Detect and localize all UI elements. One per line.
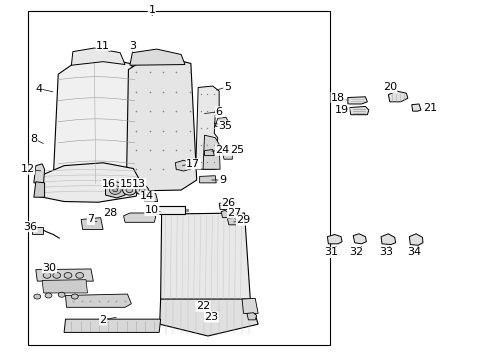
Polygon shape bbox=[65, 294, 131, 307]
Polygon shape bbox=[71, 48, 125, 65]
Text: 31: 31 bbox=[324, 247, 338, 257]
Polygon shape bbox=[203, 135, 220, 169]
Polygon shape bbox=[347, 97, 366, 104]
Text: 7: 7 bbox=[87, 215, 94, 224]
Text: 25: 25 bbox=[230, 145, 244, 155]
Circle shape bbox=[45, 293, 52, 298]
Polygon shape bbox=[219, 202, 227, 210]
Polygon shape bbox=[42, 280, 87, 293]
Text: 6: 6 bbox=[215, 107, 222, 117]
Polygon shape bbox=[199, 176, 216, 183]
Polygon shape bbox=[411, 104, 420, 111]
Polygon shape bbox=[227, 218, 237, 225]
Polygon shape bbox=[64, 319, 160, 332]
Polygon shape bbox=[160, 213, 250, 314]
Circle shape bbox=[76, 273, 83, 278]
Polygon shape bbox=[408, 234, 422, 245]
Polygon shape bbox=[175, 160, 190, 171]
Circle shape bbox=[43, 273, 51, 278]
Text: 28: 28 bbox=[103, 208, 117, 218]
Text: 8: 8 bbox=[30, 134, 38, 144]
Text: 26: 26 bbox=[221, 198, 235, 208]
Text: 3: 3 bbox=[128, 41, 136, 50]
Text: 34: 34 bbox=[407, 247, 420, 257]
Polygon shape bbox=[159, 299, 258, 336]
Text: 20: 20 bbox=[382, 82, 396, 93]
Circle shape bbox=[113, 188, 118, 192]
Text: 4: 4 bbox=[35, 84, 42, 94]
Text: 18: 18 bbox=[330, 93, 345, 103]
Bar bbox=[32, 227, 43, 234]
Text: 24: 24 bbox=[215, 145, 229, 155]
Polygon shape bbox=[126, 58, 196, 191]
Text: 12: 12 bbox=[20, 164, 35, 174]
Text: 17: 17 bbox=[186, 159, 200, 169]
Text: 1: 1 bbox=[148, 5, 155, 15]
Circle shape bbox=[34, 294, 41, 299]
Text: 11: 11 bbox=[96, 41, 110, 50]
Polygon shape bbox=[81, 218, 103, 229]
Text: 27: 27 bbox=[227, 208, 242, 218]
Text: 33: 33 bbox=[378, 247, 392, 257]
Polygon shape bbox=[242, 298, 258, 314]
Text: 5: 5 bbox=[224, 82, 230, 92]
Text: 9: 9 bbox=[219, 175, 225, 185]
Text: 29: 29 bbox=[236, 215, 250, 225]
Circle shape bbox=[64, 273, 72, 278]
Text: 16: 16 bbox=[102, 179, 116, 189]
Polygon shape bbox=[327, 234, 341, 244]
Polygon shape bbox=[130, 49, 184, 65]
Text: 30: 30 bbox=[42, 263, 56, 273]
Polygon shape bbox=[380, 234, 395, 244]
Bar bbox=[27, 12, 329, 345]
Polygon shape bbox=[34, 182, 44, 197]
Circle shape bbox=[109, 186, 121, 194]
Circle shape bbox=[136, 185, 148, 195]
Polygon shape bbox=[144, 194, 158, 202]
Circle shape bbox=[139, 188, 145, 192]
Polygon shape bbox=[34, 164, 44, 183]
Polygon shape bbox=[215, 117, 228, 127]
Polygon shape bbox=[387, 91, 407, 102]
Polygon shape bbox=[222, 151, 232, 159]
Circle shape bbox=[71, 294, 78, 299]
Text: 36: 36 bbox=[23, 222, 37, 231]
Polygon shape bbox=[348, 107, 368, 115]
Text: 2: 2 bbox=[100, 315, 106, 325]
Text: 23: 23 bbox=[204, 312, 218, 322]
Bar bbox=[156, 206, 184, 214]
Polygon shape bbox=[123, 213, 156, 222]
Circle shape bbox=[53, 273, 61, 278]
Polygon shape bbox=[352, 234, 366, 244]
Circle shape bbox=[58, 292, 65, 297]
Polygon shape bbox=[53, 58, 140, 188]
Polygon shape bbox=[105, 182, 125, 198]
Text: 14: 14 bbox=[140, 191, 154, 201]
Polygon shape bbox=[221, 211, 229, 218]
Text: 19: 19 bbox=[334, 105, 348, 115]
Text: 32: 32 bbox=[349, 247, 363, 257]
Text: 10: 10 bbox=[144, 206, 159, 216]
Polygon shape bbox=[36, 269, 93, 281]
Polygon shape bbox=[246, 313, 256, 320]
Circle shape bbox=[126, 188, 133, 193]
Circle shape bbox=[122, 185, 136, 195]
Text: 15: 15 bbox=[119, 179, 133, 189]
Polygon shape bbox=[195, 86, 219, 169]
Polygon shape bbox=[37, 163, 140, 202]
Polygon shape bbox=[204, 149, 214, 156]
Text: 22: 22 bbox=[196, 301, 210, 311]
Text: 35: 35 bbox=[218, 121, 231, 131]
Text: 13: 13 bbox=[131, 179, 145, 189]
Text: 21: 21 bbox=[422, 103, 436, 113]
